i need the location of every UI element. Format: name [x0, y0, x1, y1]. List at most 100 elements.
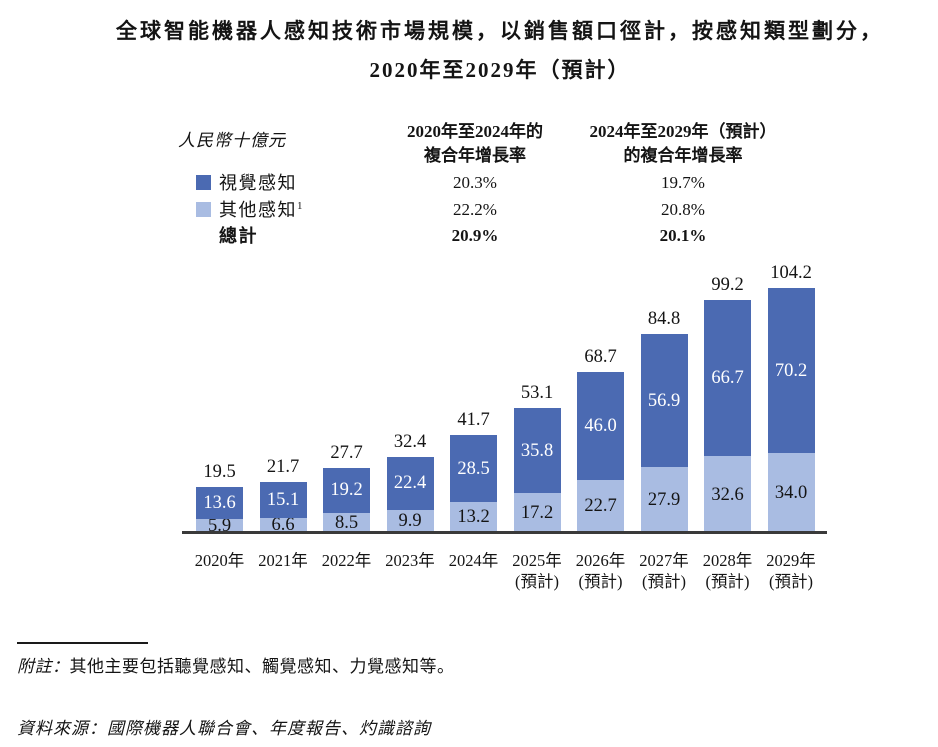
total-value-label: 21.7	[266, 457, 300, 478]
x-axis-label-year: 2026年	[575, 551, 626, 570]
bar-segment-other: 22.7	[577, 479, 624, 533]
footnote: 附註：其他主要包括聽覺感知、觸覺感知、力覺感知等。	[17, 652, 455, 677]
segment-value-label: 56.9	[647, 390, 681, 411]
x-axis-label-forecast: (預計)	[769, 572, 813, 591]
chart-title: 全球智能機器人感知技術市場規模，以銷售額口徑計，按感知類型劃分， 2020年至2…	[62, 17, 938, 84]
total-value-label: 84.8	[647, 308, 681, 329]
total-value-label: 68.7	[584, 346, 617, 367]
chart-title-line1: 全球智能機器人感知技術市場規模，以銷售額口徑計，按感知類型劃分，	[116, 19, 884, 43]
total-value-label: 27.7	[330, 442, 363, 463]
total-value-label: 104.2	[770, 263, 812, 284]
segment-value-label: 28.5	[457, 458, 490, 479]
footnote-marker: 1	[297, 200, 304, 212]
segment-value-label: 70.2	[774, 360, 808, 381]
segment-value-label: 8.5	[334, 513, 359, 534]
segment-value-label: 66.7	[711, 368, 744, 389]
total-value-label: 53.1	[520, 383, 554, 404]
x-axis-label: 2023年	[377, 550, 443, 571]
x-axis-label: 2021年	[250, 550, 316, 571]
cagr-col2-header-line1: 2024年至2029年（預計）	[589, 122, 777, 141]
legend-label-total: 總計	[219, 226, 258, 246]
x-axis-label-forecast: (預計)	[642, 572, 686, 591]
segment-value-label: 22.7	[584, 496, 617, 517]
x-axis-label: 2029年 (預計)	[758, 550, 824, 592]
x-axis-label-year: 2027年	[639, 551, 689, 570]
cagr-visual-2024-2029: 19.7%	[661, 173, 705, 192]
segment-value-label: 32.6	[711, 484, 744, 505]
cagr-other-2020-2024: 22.2%	[453, 200, 497, 219]
segment-value-label: 9.9	[398, 511, 422, 532]
x-axis-label: 2024年	[441, 550, 507, 571]
segment-value-label: 13.2	[457, 507, 490, 528]
bar-segment-other: 13.2	[450, 501, 497, 533]
bar-segment-visual: 56.9	[640, 333, 688, 468]
x-axis-label: 2025年 (預計)	[504, 550, 570, 592]
total-value-label: 19.5	[203, 462, 236, 483]
x-axis-label-year: 2022年	[321, 551, 372, 570]
bar-segment-other: 5.9	[196, 516, 243, 537]
segment-value-label: 5.9	[207, 516, 232, 537]
source-line: 資料來源：國際機器人聯合會、年度報告、灼識諮詢	[17, 719, 431, 738]
segment-value-label: 22.4	[393, 473, 427, 494]
bar-segment-visual: 46.0	[577, 371, 624, 480]
bar-segment-other: 34.0	[767, 453, 815, 533]
bar-segment-other: 32.6	[704, 456, 751, 533]
x-axis-label: 2026年 (預計)	[568, 550, 634, 592]
bar-segment-visual: 15.1	[259, 482, 307, 518]
cagr-col2-header: 2024年至2029年（預計） 的複合年增長率	[565, 120, 801, 168]
footnote-body: 其他主要包括聽覺感知、觸覺感知、力覺感知等。	[69, 657, 455, 676]
total-value-label: 99.2	[711, 274, 744, 295]
segment-value-label: 15.1	[266, 489, 300, 510]
bar-segment-other: 9.9	[386, 509, 434, 533]
cagr-col1-header-line2: 複合年增長率	[424, 146, 526, 165]
legend-item-other-perception: 其他感知1	[196, 198, 304, 220]
bar-segment-visual: 28.5	[450, 435, 497, 502]
x-axis-label-year: 2024年	[448, 551, 499, 570]
segment-value-label: 6.6	[271, 515, 295, 536]
segment-value-label: 35.8	[520, 440, 554, 461]
segment-value-label: 13.6	[203, 493, 236, 514]
bar-segment-visual: 19.2	[323, 467, 370, 514]
x-axis-line	[182, 531, 827, 534]
cagr-other-2024-2029: 20.8%	[661, 200, 705, 219]
x-axis-label: 2028年 (預計)	[695, 550, 761, 592]
x-axis-label-year: 2023年	[385, 551, 435, 570]
cagr-visual-2020-2024: 20.3%	[453, 173, 497, 192]
bar-segment-other: 6.6	[259, 515, 307, 536]
x-axis-label-year: 2028年	[702, 551, 753, 570]
x-axis-label-year: 2029年	[766, 551, 816, 570]
footnote-prefix: 附註：	[17, 657, 70, 676]
x-axis-label: 2027年 (預計)	[631, 550, 697, 592]
bar-segment-other: 17.2	[513, 492, 561, 533]
segment-value-label: 34.0	[774, 483, 808, 504]
segment-value-label: 19.2	[330, 480, 363, 501]
legend-item-total: 總計	[196, 224, 258, 246]
segment-value-label: 17.2	[520, 502, 554, 523]
cagr-total-2020-2024: 20.9%	[451, 226, 499, 245]
segment-value-label: 27.9	[647, 490, 681, 511]
cagr-total-2024-2029: 20.1%	[659, 226, 707, 245]
bar-segment-visual: 22.4	[386, 457, 434, 510]
x-axis-label: 2022年	[314, 550, 380, 571]
x-axis-label-forecast: (預計)	[578, 572, 623, 591]
x-axis-label-forecast: (預計)	[515, 572, 559, 591]
legend-label-other: 其他感知1	[219, 200, 304, 220]
unit-label: 人民幣十億元	[178, 131, 286, 150]
bar-segment-other: 27.9	[640, 467, 688, 533]
x-axis-label-year: 2020年	[194, 551, 245, 570]
footnote-divider	[17, 642, 148, 644]
bar-segment-visual: 70.2	[767, 288, 815, 454]
legend-label-visual: 視覺感知	[219, 173, 297, 193]
bar-segment-visual: 35.8	[513, 408, 561, 493]
legend-item-visual-perception: 視覺感知	[196, 171, 297, 193]
chart-title-line2: 2020年至2029年（預計）	[369, 58, 631, 82]
total-value-label: 32.4	[393, 432, 427, 453]
segment-value-label: 46.0	[584, 415, 617, 436]
x-axis-label-year: 2025年	[512, 551, 562, 570]
bar-segment-visual: 13.6	[196, 487, 243, 520]
bar-segment-visual: 66.7	[704, 299, 751, 457]
legend-swatch-visual	[196, 174, 211, 190]
x-axis-label-year: 2021年	[258, 551, 308, 570]
cagr-col1-header: 2020年至2024年的 複合年增長率	[380, 120, 570, 168]
